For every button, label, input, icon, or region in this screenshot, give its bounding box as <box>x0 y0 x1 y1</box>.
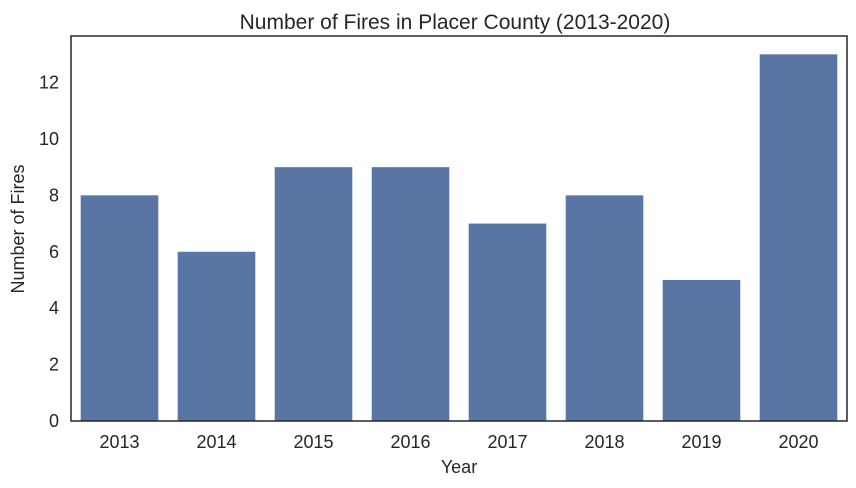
bar-2020 <box>759 54 838 421</box>
chart-title: Number of Fires in Placer County (2013-2… <box>240 11 671 34</box>
bar-2019 <box>662 279 741 421</box>
x-tick-label: 2013 <box>99 432 139 452</box>
plot-frame <box>70 35 848 422</box>
x-tick-label: 2016 <box>390 432 430 452</box>
y-tick-label: 0 <box>49 411 59 431</box>
y-tick-label: 10 <box>39 129 59 149</box>
x-tick-label: 2018 <box>584 432 624 452</box>
bar-2014 <box>177 251 256 421</box>
bar-2017 <box>468 223 547 421</box>
x-tick-label: 2015 <box>293 432 333 452</box>
y-tick-label: 2 <box>49 355 59 375</box>
y-axis-label: Number of Fires <box>8 164 28 293</box>
y-tick-label: 4 <box>49 298 59 318</box>
bar-2016 <box>371 167 450 421</box>
bar-2013 <box>80 195 159 421</box>
bars-layer <box>80 54 838 421</box>
y-axis-ticks: 0 2 4 6 8 10 12 <box>39 73 59 431</box>
x-tick-label: 2019 <box>681 432 721 452</box>
y-tick-label: 8 <box>49 185 59 205</box>
bar-2018 <box>565 195 644 421</box>
y-tick-label: 12 <box>39 73 59 93</box>
x-tick-label: 2020 <box>778 432 818 452</box>
x-axis-label: Year <box>441 457 477 477</box>
x-axis-ticks: 2013 2014 2015 2016 2017 2018 2019 2020 <box>99 432 818 452</box>
bar-2015 <box>274 167 353 421</box>
x-tick-label: 2014 <box>196 432 236 452</box>
x-tick-label: 2017 <box>487 432 527 452</box>
y-tick-label: 6 <box>49 242 59 262</box>
